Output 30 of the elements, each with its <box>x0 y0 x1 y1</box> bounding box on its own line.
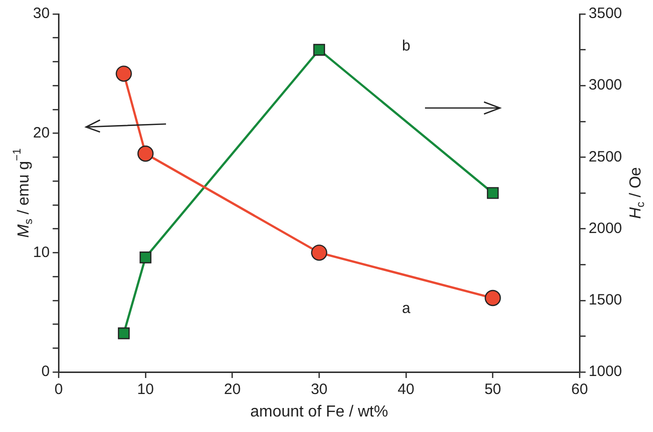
point <box>313 44 326 56</box>
y-axis-title: Ms / emu g−1 <box>12 148 35 238</box>
y-tick-label: 10 <box>32 244 50 261</box>
y2-tick-label: 1500 <box>588 292 622 309</box>
y2-axis-title: Hc / Oe <box>627 166 647 219</box>
y2-tick-label: 2000 <box>588 220 622 237</box>
x-tick-label: 40 <box>398 381 414 398</box>
x-tick-label: 30 <box>310 381 328 398</box>
x-axis-title: amount of Fe / wt% <box>250 403 388 420</box>
x-tick-label: 10 <box>137 381 154 398</box>
point <box>118 327 130 340</box>
point <box>140 252 152 264</box>
y2-tick-label: 1000 <box>588 363 622 380</box>
y-tick-label: 0 <box>41 363 50 380</box>
x-tick-label: 50 <box>484 381 502 398</box>
point <box>116 66 132 82</box>
y-tick-label: 30 <box>32 5 50 22</box>
y2-tick-label: 3000 <box>588 76 622 94</box>
point <box>484 290 501 306</box>
y2-tick-label: 3500 <box>588 5 622 22</box>
y2-tick-label: 2500 <box>588 148 622 166</box>
annotation: b <box>402 37 410 54</box>
x-tick-label: 0 <box>54 381 63 398</box>
annotation: a <box>402 300 411 317</box>
x-tick-label: 60 <box>571 381 588 398</box>
point <box>486 187 499 199</box>
y-tick-label: 20 <box>32 124 50 142</box>
point <box>137 146 154 162</box>
point <box>311 244 328 261</box>
x-tick-label: 20 <box>224 381 241 398</box>
